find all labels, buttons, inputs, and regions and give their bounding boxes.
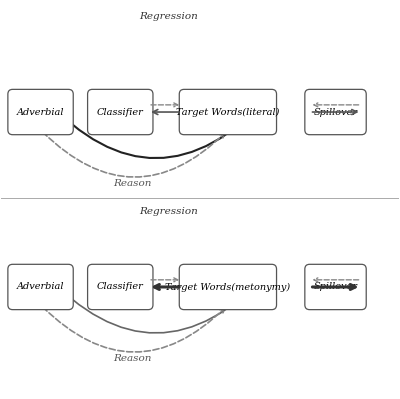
Text: Adverbial: Adverbial	[17, 282, 64, 292]
FancyBboxPatch shape	[88, 89, 153, 135]
Text: Reason: Reason	[113, 179, 152, 188]
Text: Target Words(literal): Target Words(literal)	[176, 107, 280, 117]
FancyBboxPatch shape	[88, 264, 153, 310]
FancyBboxPatch shape	[305, 89, 366, 135]
Text: Classifier: Classifier	[97, 282, 144, 292]
Text: Classifier: Classifier	[97, 107, 144, 117]
FancyBboxPatch shape	[8, 89, 73, 135]
Text: Adverbial: Adverbial	[17, 107, 64, 117]
FancyBboxPatch shape	[305, 264, 366, 310]
Text: Regression: Regression	[139, 12, 198, 21]
Text: Spillover: Spillover	[314, 107, 358, 117]
FancyBboxPatch shape	[8, 264, 73, 310]
Text: Target Words(metonymy): Target Words(metonymy)	[165, 282, 290, 292]
FancyBboxPatch shape	[179, 264, 276, 310]
Text: Spillover: Spillover	[314, 282, 358, 292]
Text: Regression: Regression	[139, 207, 198, 216]
Text: Reason: Reason	[113, 354, 152, 363]
FancyBboxPatch shape	[179, 89, 276, 135]
